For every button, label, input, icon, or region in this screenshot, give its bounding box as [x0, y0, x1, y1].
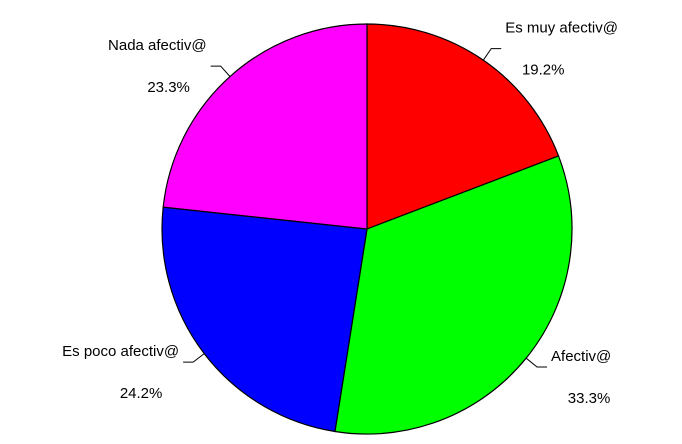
value-label: 24.2% — [120, 385, 163, 402]
pie-slice — [162, 23, 368, 230]
slice-label: Afectiv@ — [551, 348, 611, 365]
value-label: 23.3% — [147, 79, 190, 96]
pie-slice — [366, 23, 560, 230]
leader-line — [525, 357, 548, 368]
slice-label: Es muy afectiv@ — [505, 20, 618, 37]
slice-label: Nada afectiv@ — [108, 37, 207, 54]
value-label: 19.2% — [522, 62, 565, 79]
pie-slice — [161, 206, 368, 433]
value-label: 33.3% — [568, 390, 611, 407]
leader-line — [210, 65, 231, 77]
slice-label: Es poco afectiv@ — [62, 343, 179, 360]
leader-line — [183, 353, 205, 363]
pie-slice — [334, 155, 573, 435]
leader-line — [482, 48, 502, 61]
